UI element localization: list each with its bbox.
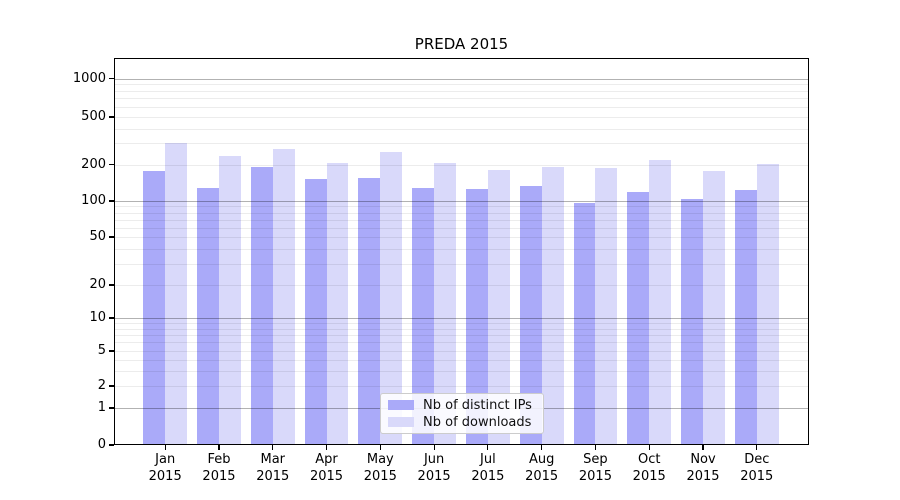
x-tick-label-dec: Dec 2015 [740, 452, 774, 484]
y-tick-label: 2 [97, 378, 106, 393]
bar-downloads-sep-2015 [595, 168, 618, 445]
bar-distinct-ips-oct-2015 [627, 191, 650, 445]
y-tick-mark [109, 317, 114, 319]
bar-distinct-ips-sep-2015 [573, 202, 596, 445]
bar-downloads-jul-2015 [487, 170, 510, 445]
y-tick-label: 20 [89, 277, 106, 292]
legend: Nb of distinct IPs Nb of downloads [380, 393, 544, 434]
x-tick-mark [756, 445, 758, 450]
y-tick-mark [109, 284, 114, 286]
bar-distinct-ips-aug-2015 [519, 186, 542, 445]
y-tick-label: 50 [89, 229, 106, 244]
x-tick-mark [218, 445, 220, 450]
bar-distinct-ips-mar-2015 [250, 166, 273, 445]
bar-distinct-ips-feb-2015 [197, 188, 219, 445]
x-tick-mark [702, 445, 704, 450]
y-tick-mark [109, 444, 114, 446]
bar-downloads-nov-2015 [703, 171, 725, 445]
y-tick-mark [109, 236, 114, 238]
y-tick-label: 1 [97, 400, 106, 415]
y-tick-mark [109, 407, 114, 409]
x-tick-label-jun: Jun 2015 [417, 452, 451, 484]
bar-downloads-dec-2015 [756, 164, 779, 445]
legend-item-downloads: Nb of downloads [388, 414, 536, 430]
chart-title: PREDA 2015 [414, 35, 509, 53]
bar-distinct-ips-jan-2015 [143, 171, 166, 445]
x-tick-label-aug: Aug 2015 [525, 452, 559, 484]
bar-distinct-ips-jul-2015 [465, 189, 488, 445]
bar-distinct-ips-apr-2015 [304, 179, 327, 445]
y-tick-label: 500 [81, 109, 106, 124]
y-tick-label: 200 [81, 156, 106, 172]
legend-label-distinct-ips: Nb of distinct IPs [423, 397, 532, 413]
bar-distinct-ips-dec-2015 [734, 190, 757, 445]
bar-downloads-mar-2015 [272, 148, 295, 445]
y-tick-label: 1000 [72, 70, 106, 86]
x-tick-mark [379, 445, 381, 450]
y-tick-label: 100 [81, 193, 106, 208]
x-tick-mark [164, 445, 166, 450]
y-tick-mark [109, 350, 114, 352]
bar-downloads-oct-2015 [649, 160, 672, 445]
x-tick-mark [541, 445, 543, 450]
bar-downloads-may-2015 [380, 151, 403, 445]
bar-downloads-jun-2015 [434, 162, 456, 445]
x-tick-label-sep: Sep 2015 [578, 452, 612, 484]
bar-distinct-ips-nov-2015 [681, 199, 703, 445]
y-tick-mark [109, 116, 114, 118]
x-tick-mark [272, 445, 274, 450]
legend-swatch-downloads [388, 417, 414, 427]
legend-item-distinct-ips: Nb of distinct IPs [388, 397, 536, 413]
x-tick-mark [594, 445, 597, 450]
y-tick-mark [109, 385, 114, 387]
x-tick-label-jul: Jul 2015 [471, 452, 505, 484]
y-tick-label: 0 [97, 437, 106, 452]
bar-downloads-apr-2015 [326, 162, 349, 445]
x-tick-label-apr: Apr 2015 [309, 452, 344, 484]
x-tick-mark [648, 445, 650, 450]
y-tick-mark [109, 200, 114, 202]
bar-distinct-ips-jun-2015 [412, 188, 435, 445]
bar-downloads-feb-2015 [218, 155, 241, 445]
y-tick-label: 10 [89, 310, 106, 325]
x-tick-mark [487, 445, 489, 450]
x-tick-mark [433, 445, 435, 450]
x-tick-label-feb: Feb 2015 [202, 452, 236, 484]
legend-swatch-distinct-ips [388, 400, 414, 410]
bar-downloads-jan-2015 [165, 142, 188, 445]
bar-downloads-aug-2015 [541, 167, 564, 445]
bar-distinct-ips-may-2015 [358, 177, 381, 445]
y-tick-mark [109, 163, 114, 166]
x-tick-mark [325, 445, 328, 450]
legend-label-downloads: Nb of downloads [423, 414, 532, 430]
x-tick-label-mar: Mar 2015 [256, 452, 290, 484]
x-tick-label-oct: Oct 2015 [632, 452, 666, 484]
x-tick-label-jan: Jan 2015 [148, 452, 182, 484]
y-tick-label: 5 [97, 343, 106, 358]
y-tick-mark [109, 77, 114, 80]
x-tick-label-may: May 2015 [363, 452, 397, 484]
x-tick-label-nov: Nov 2015 [686, 452, 720, 484]
